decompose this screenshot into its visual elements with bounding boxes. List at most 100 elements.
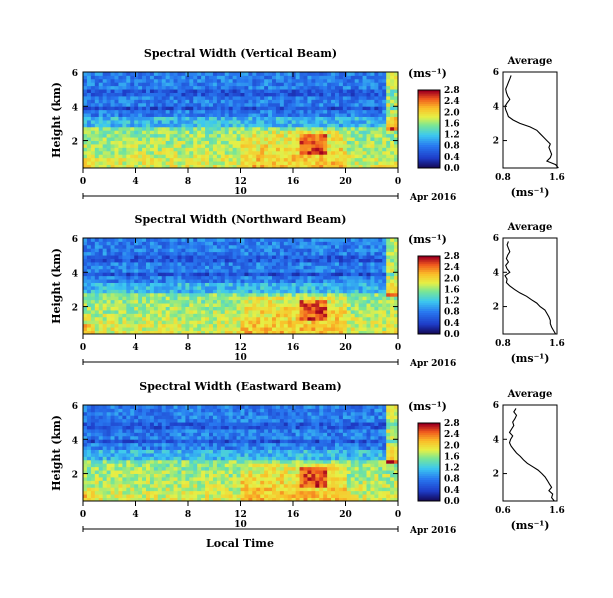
heatmap-cell xyxy=(94,313,100,318)
heatmap-cell xyxy=(94,126,100,131)
heatmap-cell xyxy=(205,330,210,335)
heatmap-cell xyxy=(354,316,360,321)
heatmap-cell xyxy=(342,75,348,80)
heatmap-cell xyxy=(209,92,214,97)
heatmap-cell xyxy=(366,161,371,165)
heatmap-cell xyxy=(358,289,363,294)
heatmap-cell xyxy=(138,289,143,294)
heatmap-cell xyxy=(138,106,143,111)
heatmap-cell xyxy=(362,89,367,93)
heatmap-cell xyxy=(106,268,111,273)
heatmap-cell xyxy=(165,258,171,263)
heatmap-cell xyxy=(130,255,135,259)
heatmap-cell xyxy=(173,316,178,321)
heatmap-cell xyxy=(212,306,218,311)
heatmap-cell xyxy=(209,279,214,283)
heatmap-cell xyxy=(244,497,249,502)
heatmap-cell xyxy=(279,292,285,297)
heatmap-cell xyxy=(114,262,119,266)
heatmap-cell xyxy=(358,113,363,117)
heatmap-cell xyxy=(146,327,151,331)
heatmap-cell xyxy=(287,120,293,124)
heatmap-cell xyxy=(118,310,123,314)
heatmap-cell xyxy=(370,279,375,283)
heatmap-cell xyxy=(122,238,127,242)
heatmap-cell xyxy=(311,241,316,246)
heatmap-cell xyxy=(224,109,230,114)
heatmap-cell xyxy=(252,147,257,152)
heatmap-cell xyxy=(177,161,182,165)
heatmap-cell xyxy=(386,82,391,87)
heatmap-cell xyxy=(342,282,348,287)
x-tick-label: 8 xyxy=(185,177,191,187)
heatmap-cell xyxy=(279,147,285,152)
heatmap-cell xyxy=(295,251,300,256)
heatmap-cell xyxy=(248,296,253,301)
heatmap-cell xyxy=(382,82,387,87)
heatmap-cell xyxy=(390,109,395,114)
heatmap-cell xyxy=(244,330,249,335)
heatmap-cell xyxy=(291,490,297,495)
heatmap-cell xyxy=(181,109,186,114)
heatmap-cell xyxy=(315,116,320,121)
heatmap-cell xyxy=(220,137,226,141)
heatmap-cell xyxy=(394,494,399,498)
heatmap-cell xyxy=(197,286,202,290)
colorbar-band xyxy=(418,156,440,159)
heatmap-cell xyxy=(220,106,226,111)
heatmap-cell xyxy=(279,133,285,138)
heatmap-cell xyxy=(366,299,371,304)
heatmap-cell xyxy=(157,164,163,169)
heatmap-cell xyxy=(260,497,265,502)
heatmap-cell xyxy=(212,286,218,290)
heatmap-cell xyxy=(272,96,277,100)
heatmap-cell xyxy=(240,72,245,76)
heatmap-cell xyxy=(122,303,127,307)
heatmap-cell xyxy=(248,72,253,76)
heatmap-cell xyxy=(94,241,100,246)
heatmap-cell xyxy=(98,75,104,80)
heatmap-cell xyxy=(205,272,210,277)
heatmap-cell xyxy=(165,241,171,246)
heatmap-cell xyxy=(185,299,190,304)
heatmap-cell xyxy=(311,292,316,297)
heatmap-cell xyxy=(390,268,395,273)
heatmap-cell xyxy=(86,75,92,80)
heatmap-cell xyxy=(216,164,222,169)
heatmap-cell xyxy=(366,282,371,287)
heatmap-cell xyxy=(248,494,253,498)
heatmap-cell xyxy=(224,487,230,492)
heatmap-cell xyxy=(378,289,383,294)
heatmap-cell xyxy=(228,89,234,93)
heatmap-cell xyxy=(354,255,360,259)
heatmap-cell xyxy=(224,251,230,256)
heatmap-cell xyxy=(212,262,218,266)
heatmap-cell xyxy=(303,109,308,114)
heatmap-cell xyxy=(228,75,234,80)
heatmap-cell xyxy=(173,490,178,495)
heatmap-cell xyxy=(149,164,155,169)
heatmap-cell xyxy=(315,120,320,124)
heatmap-cell xyxy=(260,161,265,165)
heatmap-cell xyxy=(169,238,174,242)
heatmap-cell xyxy=(236,144,241,148)
heatmap-cell xyxy=(90,113,96,117)
heatmap-cell xyxy=(307,497,312,502)
colorbar-band xyxy=(418,91,440,95)
heatmap-cell xyxy=(248,251,253,256)
heatmap-cell xyxy=(102,126,108,131)
heatmap-cell xyxy=(146,306,151,311)
heatmap-cell xyxy=(212,282,218,287)
heatmap-cell xyxy=(244,248,249,253)
heatmap-cell xyxy=(303,289,308,294)
heatmap-cell xyxy=(181,75,186,80)
heatmap-cell xyxy=(315,85,320,90)
heatmap-cell xyxy=(126,490,131,495)
heatmap-cell xyxy=(354,244,360,249)
heatmap-cell xyxy=(370,265,375,270)
heatmap-cell xyxy=(394,106,399,111)
heatmap-cell xyxy=(197,494,202,498)
heatmap-cell xyxy=(193,164,198,169)
heatmap-cell xyxy=(350,116,356,121)
heatmap-cell xyxy=(295,161,300,165)
